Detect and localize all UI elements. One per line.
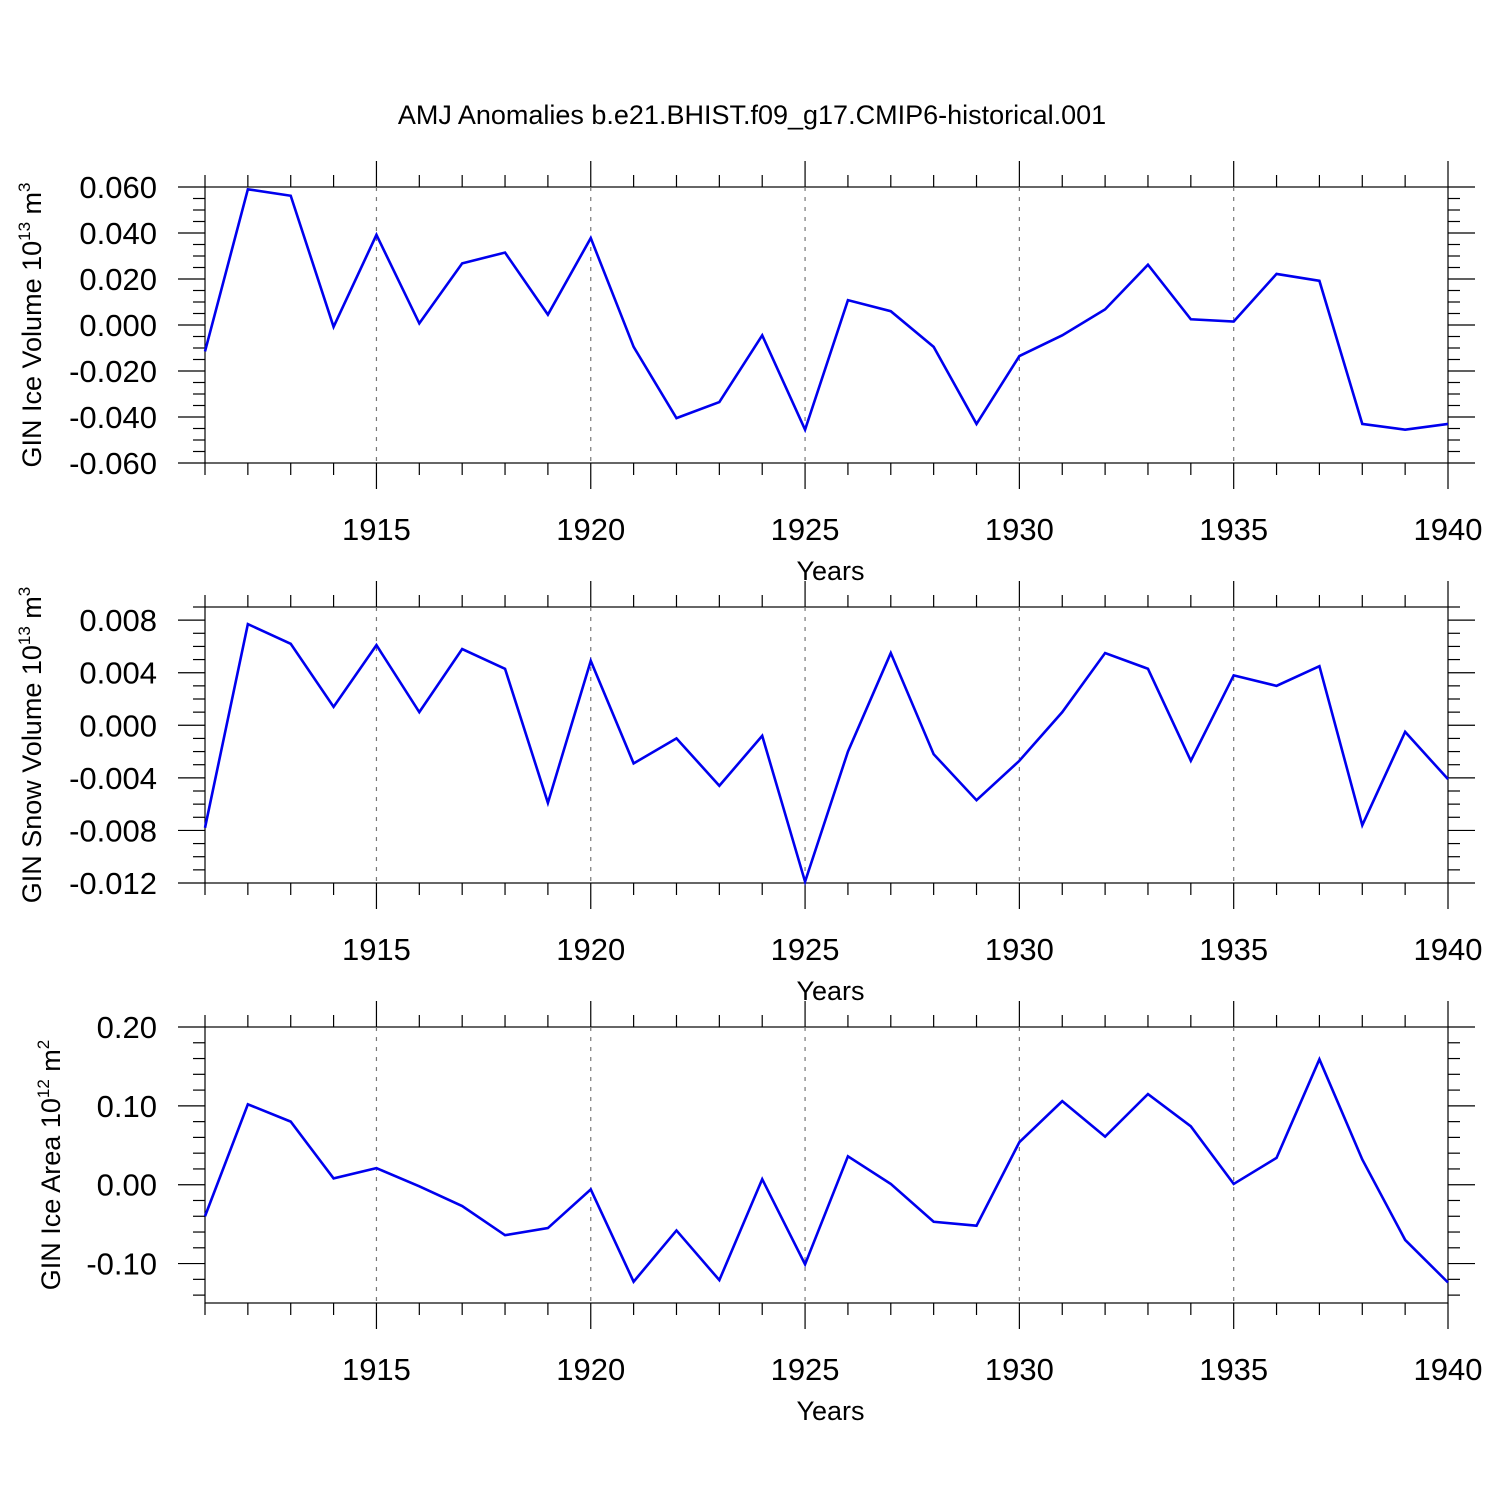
y-tick-label: 0.00: [97, 1168, 157, 1203]
y-tick-label: 0.060: [79, 170, 157, 205]
y-tick-label: 0.20: [97, 1010, 157, 1045]
y-tick-label: -0.040: [69, 400, 157, 435]
x-tick-label: 1930: [985, 512, 1054, 547]
y-axis-label: GIN Snow Volume 1013 m3: [15, 587, 47, 904]
x-tick-label: 1935: [1199, 932, 1268, 967]
x-tick-label: 1915: [342, 1352, 411, 1387]
y-axis-label: GIN Ice Area 1012 m2: [34, 1040, 66, 1291]
chart-panel-2: -0.012 -0.008 -0.004 0.000 0.004 0.008 1915 192…: [15, 581, 1482, 1006]
y-tick-label: -0.060: [69, 446, 157, 481]
x-axis-label: Years: [796, 976, 864, 1006]
x-tick-label: 1920: [556, 512, 625, 547]
y-tick-label: 0.040: [79, 216, 157, 251]
x-tick-label: 1920: [556, 932, 625, 967]
y-axis-label: GIN Ice Volume 1013 m3: [15, 182, 47, 467]
x-tick-label: 1920: [556, 1352, 625, 1387]
x-tick-label: 1930: [985, 932, 1054, 967]
x-tick-label: 1940: [1414, 512, 1483, 547]
x-tick-label: 1915: [342, 512, 411, 547]
y-tick-label: 0.000: [79, 708, 157, 743]
x-tick-label: 1915: [342, 932, 411, 967]
plot-frame: [204, 606, 1449, 884]
x-tick-label: 1925: [771, 512, 840, 547]
y-tick-label: -0.008: [69, 813, 157, 848]
y-tick-label: -0.004: [69, 761, 157, 796]
series-line: [203, 187, 1449, 434]
x-axis-label: Years: [796, 556, 864, 586]
y-tick-label: 0.020: [79, 262, 157, 297]
series-line: [203, 1056, 1449, 1285]
x-tick-label: 1940: [1414, 1352, 1483, 1387]
series-line: [203, 622, 1449, 887]
y-tick-label: 0.000: [79, 308, 157, 343]
y-tick-label: -0.10: [86, 1247, 157, 1282]
x-tick-label: 1925: [771, 1352, 840, 1387]
y-tick-label: 0.008: [79, 603, 157, 638]
chart-panel-1: -0.060 -0.040 -0.020 0.000 0.020 0.040 0.060 19…: [15, 161, 1482, 586]
plot-frame: [204, 1026, 1449, 1304]
x-tick-label: 1930: [985, 1352, 1054, 1387]
x-tick-label: 1935: [1199, 1352, 1268, 1387]
y-tick-label: -0.020: [69, 354, 157, 389]
chart-panel-3: -0.10 0.00 0.10 0.20 1915 1920 1925 1930 1935 194…: [34, 1001, 1482, 1426]
x-tick-label: 1925: [771, 932, 840, 967]
chart-title: AMJ Anomalies b.e21.BHIST.f09_g17.CMIP6-…: [398, 100, 1106, 130]
y-tick-label: -0.012: [69, 866, 157, 901]
x-tick-label: 1935: [1199, 512, 1268, 547]
x-axis-label: Years: [796, 1396, 864, 1426]
x-tick-label: 1940: [1414, 932, 1483, 967]
plot-frame: [204, 186, 1449, 464]
y-tick-label: 0.004: [79, 656, 157, 691]
y-tick-label: 0.10: [97, 1089, 157, 1124]
